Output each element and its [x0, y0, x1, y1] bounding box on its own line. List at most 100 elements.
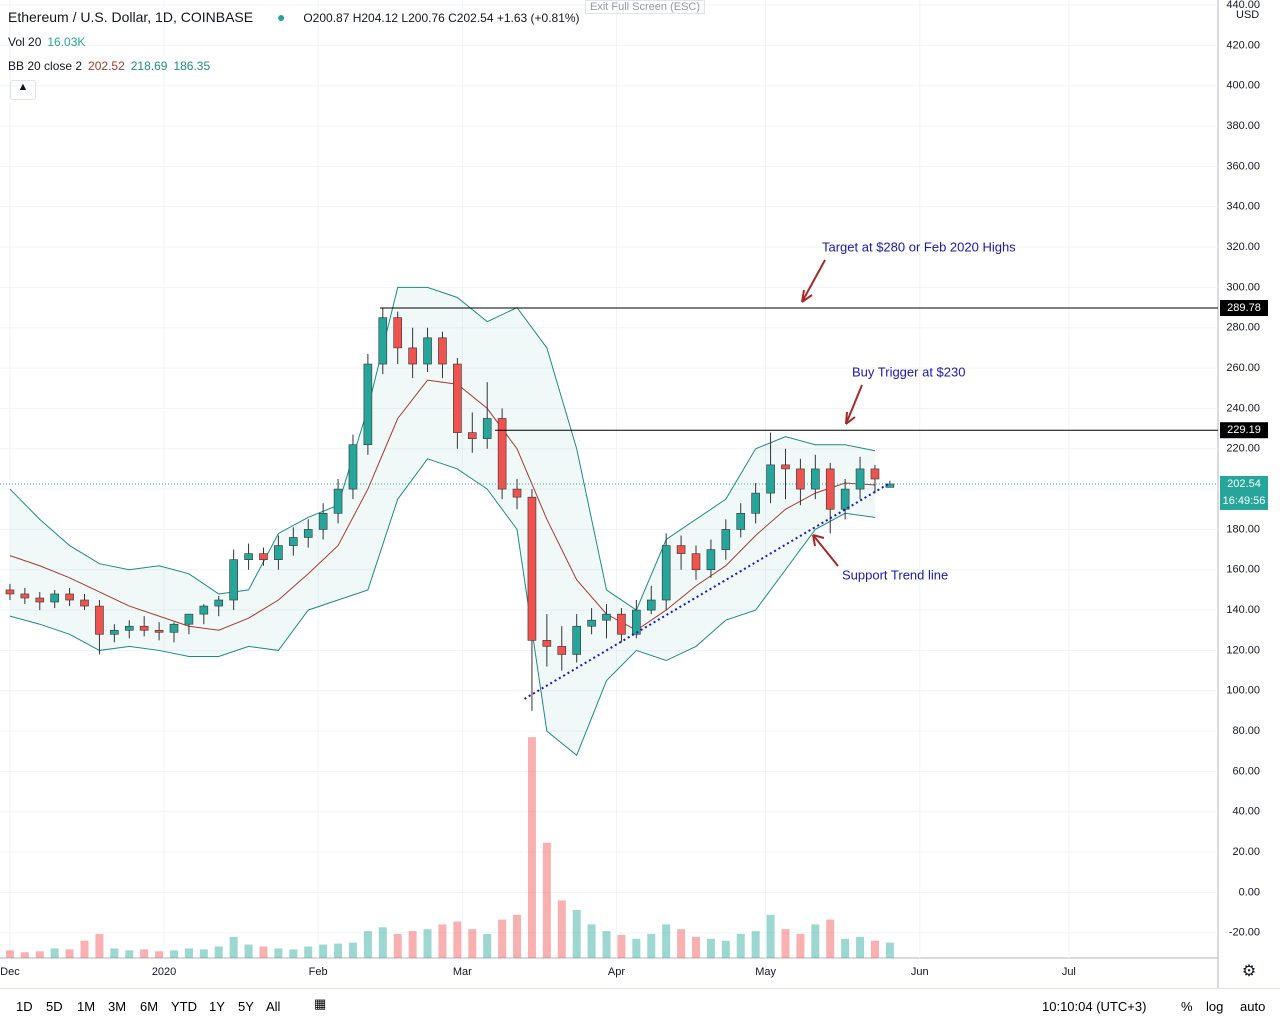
- volume-bar: [677, 929, 686, 958]
- volume-bar: [274, 948, 283, 958]
- auto-toggle[interactable]: auto: [1240, 999, 1266, 1014]
- volume-bar: [662, 924, 671, 958]
- candle-body: [840, 488, 850, 510]
- symbol-title: Ethereum / U.S. Dollar, 1D, COINBASE: [8, 9, 254, 25]
- range-button[interactable]: 1D: [16, 999, 33, 1014]
- y-tick-label: 80.00: [1232, 725, 1260, 737]
- volume-bar: [244, 944, 253, 958]
- candle-body: [691, 553, 701, 571]
- y-tick-label: 440.00: [1226, 0, 1260, 11]
- volume-bar: [527, 737, 536, 958]
- x-tick-label: Feb: [309, 966, 328, 978]
- volume-bar: [184, 948, 193, 958]
- volume-bar: [632, 938, 641, 958]
- candle-body: [632, 609, 641, 635]
- candle-body: [721, 529, 731, 550]
- candle-body: [95, 605, 104, 635]
- candle-body: [617, 613, 626, 635]
- candle-body: [20, 593, 30, 599]
- y-tick-label: 320.00: [1226, 241, 1260, 253]
- range-button[interactable]: All: [266, 999, 281, 1014]
- log-toggle[interactable]: log: [1206, 999, 1224, 1014]
- volume-bar: [199, 949, 208, 958]
- volume-bar: [393, 934, 402, 958]
- volume-bar: [885, 942, 894, 958]
- volume-bar: [781, 929, 790, 958]
- date-range-icon[interactable]: ▦: [314, 996, 327, 1011]
- y-tick-label: 360.00: [1226, 160, 1260, 172]
- candle-body: [587, 619, 596, 627]
- annotation-arrow: [812, 534, 825, 547]
- y-tick-label: 180.00: [1226, 523, 1260, 535]
- range-button[interactable]: 5D: [46, 999, 63, 1014]
- candle-body: [467, 432, 477, 439]
- candle-body: [318, 512, 328, 530]
- volume-bar: [438, 924, 447, 958]
- y-tick-label: 300.00: [1226, 281, 1260, 293]
- range-button[interactable]: 5Y: [238, 999, 254, 1014]
- candle-body: [781, 464, 790, 470]
- volume-bar: [587, 924, 596, 958]
- countdown: 16:49:56: [1223, 495, 1266, 507]
- range-button[interactable]: YTD: [171, 999, 197, 1014]
- vol-value: 16.03K: [47, 35, 86, 49]
- range-button[interactable]: 1Y: [209, 999, 225, 1014]
- candle-body: [124, 625, 134, 631]
- bb-legend: BB 20 close 2 202.52 218.69 186.35: [8, 59, 216, 73]
- last-price-label: 202.54: [1227, 478, 1261, 490]
- candle-body: [796, 468, 805, 490]
- candle-body: [572, 625, 581, 655]
- volume-bar: [856, 936, 865, 958]
- volume-bar: [20, 952, 29, 958]
- candle-body: [378, 317, 388, 365]
- candle-body: [65, 593, 74, 601]
- volume-bar: [692, 936, 700, 958]
- clock: 10:10:04 (UTC+3): [1042, 999, 1147, 1014]
- volume-bar: [65, 949, 74, 958]
- volume-bar: [259, 946, 268, 958]
- percent-toggle[interactable]: %: [1181, 999, 1193, 1014]
- candle-body: [289, 537, 298, 546]
- bb-lower: 186.35: [173, 59, 211, 73]
- settings-icon: ⚙: [1242, 963, 1256, 980]
- volume-bar: [721, 940, 730, 958]
- ohlc: O200.87 H204.12 L200.76 C202.54 +1.63 (+…: [303, 11, 580, 25]
- bottom-toolbar: 1D 5D 1M 3M 6M YTD 1Y 5Y All ▦ 10:10:04 …: [0, 988, 1280, 1025]
- candle-body: [50, 593, 59, 603]
- volume-bar: [334, 943, 343, 958]
- x-tick-label: May: [755, 966, 776, 978]
- range-button[interactable]: 1M: [77, 999, 96, 1014]
- candle-body: [706, 549, 716, 571]
- volume-bar: [602, 931, 611, 958]
- candle-body: [199, 605, 209, 615]
- x-tick-label: Jun: [911, 966, 929, 978]
- candle-body: [333, 488, 343, 514]
- range-button[interactable]: 6M: [140, 999, 159, 1014]
- candle-body: [348, 444, 358, 490]
- y-tick-label: 240.00: [1226, 402, 1260, 414]
- candle-body: [676, 545, 686, 554]
- candle-body: [303, 529, 313, 538]
- volume-bar: [408, 931, 417, 958]
- collapse-button[interactable]: ▲: [10, 80, 36, 100]
- bb-mid: 202.52: [88, 59, 125, 73]
- range-button[interactable]: 3M: [108, 999, 127, 1014]
- candle-body: [736, 512, 746, 530]
- x-tick-label: Apr: [608, 966, 625, 978]
- candle-body: [811, 468, 820, 490]
- volume-bar: [125, 950, 134, 958]
- candle-body: [661, 545, 671, 601]
- candle-body: [363, 363, 373, 446]
- dot: ●: [276, 9, 286, 25]
- volume-bar: [140, 949, 149, 958]
- bb-label: BB 20 close 2: [8, 59, 83, 73]
- volume-bar: [483, 934, 492, 958]
- exit-button[interactable]: Exit Full Screen (ESC): [585, 0, 706, 14]
- band-fill: [9, 287, 875, 756]
- volume-bar: [35, 951, 44, 958]
- volume-bar: [214, 946, 223, 958]
- volume-bar: [155, 951, 164, 958]
- annotation-arrow: [812, 534, 839, 567]
- volume-bar: [50, 948, 59, 958]
